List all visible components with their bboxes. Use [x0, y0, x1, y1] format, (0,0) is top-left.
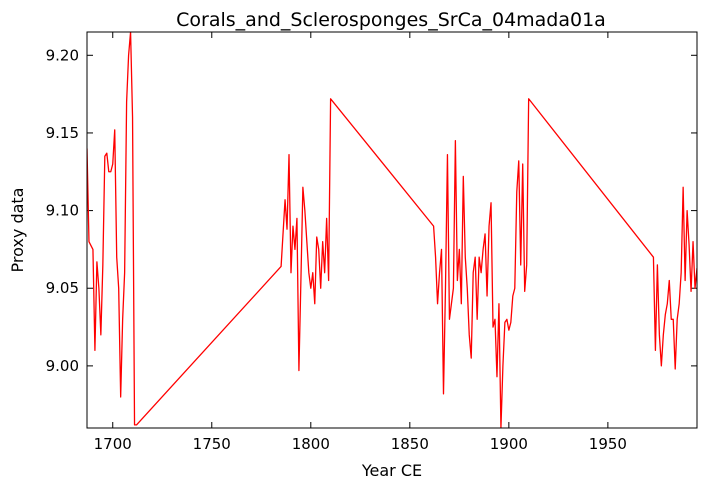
- x-axis-label: Year CE: [361, 461, 422, 480]
- y-tick-label: 9.00: [46, 357, 79, 375]
- y-tick-label: 9.10: [46, 202, 79, 220]
- y-axis-label: Proxy data: [8, 188, 27, 273]
- x-tick-label: 1950: [589, 435, 627, 453]
- x-tick-label: 1800: [292, 435, 330, 453]
- x-tick-label: 1700: [94, 435, 132, 453]
- x-tick-label: 1750: [193, 435, 231, 453]
- x-tick-label: 1850: [391, 435, 429, 453]
- chart-title: Corals_and_Sclerosponges_SrCa_04mada01a: [176, 9, 606, 31]
- y-tick-label: 9.20: [46, 46, 79, 64]
- series-line-0: [87, 32, 697, 428]
- y-tick-label: 9.15: [46, 124, 79, 142]
- plot-frame: [86, 31, 698, 429]
- plot-line-layer: [87, 32, 697, 428]
- x-tick-label: 1900: [490, 435, 528, 453]
- tick-layer: 1700 1750 1800 1850 1900 1950 9.00 9.05 9.10 9.15…: [46, 32, 697, 453]
- y-tick-label: 9.05: [46, 279, 79, 297]
